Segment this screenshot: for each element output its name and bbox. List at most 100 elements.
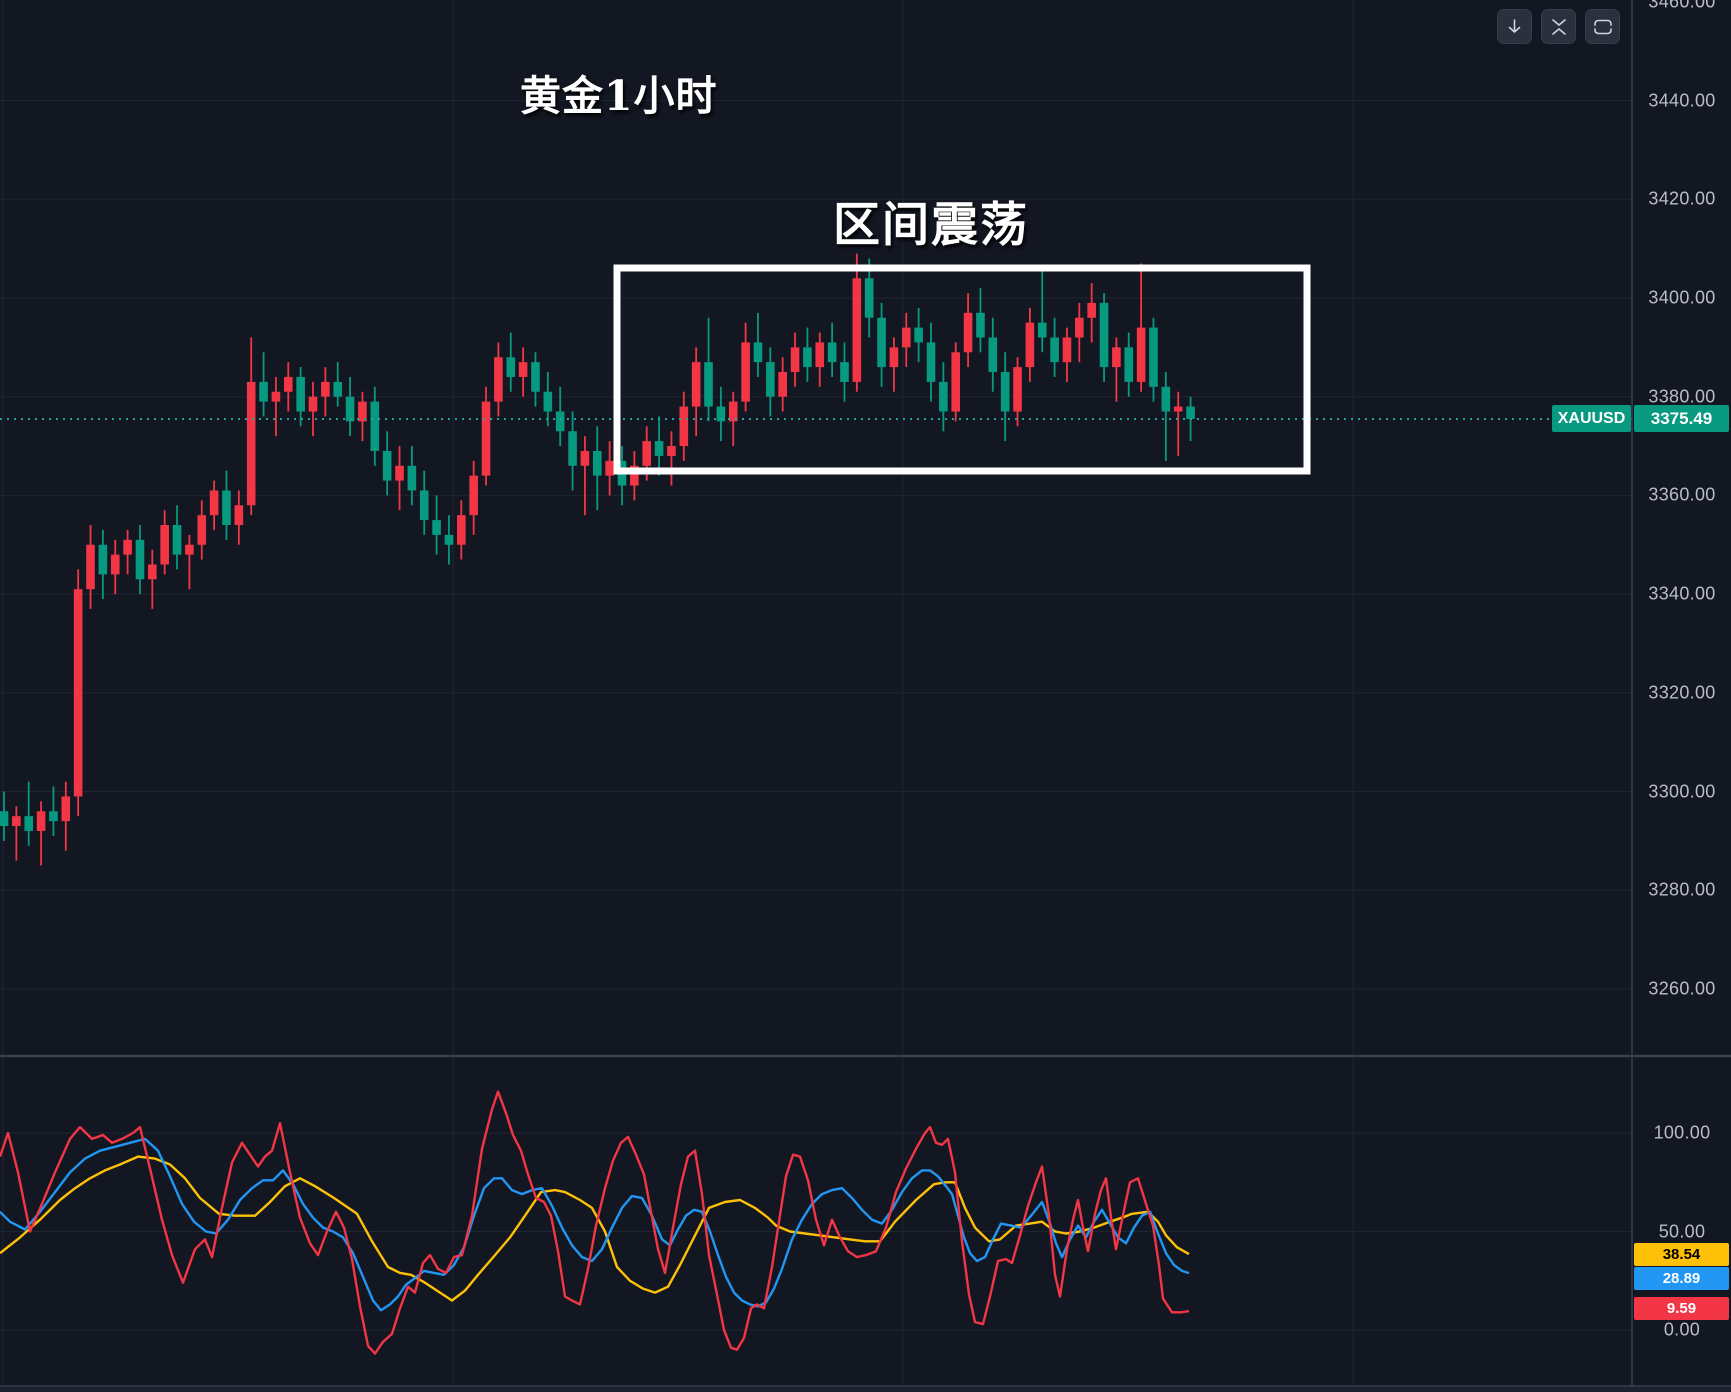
- candle: [148, 549, 157, 609]
- candle: [506, 332, 516, 392]
- candle: [1161, 372, 1171, 461]
- candle: [555, 386, 565, 447]
- candle: [815, 332, 825, 387]
- candle: [1037, 268, 1047, 353]
- candle: [592, 426, 602, 511]
- candle: [704, 317, 713, 422]
- candle: [345, 376, 355, 437]
- frame-icon: [1593, 18, 1613, 36]
- candle: [358, 391, 367, 442]
- candle: [24, 781, 34, 846]
- candle: [691, 347, 701, 437]
- candle: [580, 436, 590, 516]
- scroll-to-recent-button[interactable]: [1497, 9, 1532, 44]
- kdj-indicator: [0, 1090, 1190, 1355]
- collapse-icon: [1551, 18, 1567, 36]
- candle: [12, 806, 21, 861]
- maximize-pane-button[interactable]: [1585, 9, 1620, 44]
- candle: [1136, 263, 1146, 392]
- indicator-axis-label: 0.00: [1663, 1319, 1701, 1340]
- candle: [531, 352, 540, 407]
- candle: [827, 322, 837, 377]
- candle: [135, 525, 145, 595]
- price-axis-label: 3340.00: [1648, 583, 1716, 604]
- price-axis-label: 3260.00: [1648, 978, 1716, 999]
- chart-toolbar: [1497, 9, 1620, 44]
- price-axis-label: 3380.00: [1648, 386, 1716, 407]
- candle: [296, 367, 305, 427]
- candle: [716, 386, 726, 442]
- candle: [271, 376, 281, 437]
- candle: [370, 386, 380, 466]
- candle: [1013, 357, 1022, 427]
- candle: [741, 322, 750, 412]
- candle: [914, 307, 923, 363]
- candle: [1050, 317, 1059, 377]
- candle: [0, 791, 9, 841]
- chart-title-drawing[interactable]: 黄金1小时: [520, 72, 718, 120]
- price-axis-label: 3400.00: [1648, 287, 1716, 308]
- indicator-axis-label: 50.00: [1658, 1221, 1706, 1241]
- candle: [1149, 317, 1158, 402]
- candle: [444, 515, 454, 565]
- candle: [976, 288, 985, 353]
- candle: [222, 470, 231, 540]
- price-axis-label: 3420.00: [1648, 188, 1716, 209]
- candle: [1062, 327, 1072, 382]
- candle: [667, 431, 676, 486]
- candle: [1087, 283, 1096, 343]
- candle: [98, 529, 108, 600]
- candle: [308, 381, 318, 437]
- price-axis-label: 3300.00: [1648, 781, 1716, 801]
- candle: [321, 367, 330, 417]
- candle: [901, 312, 911, 368]
- candle: [728, 391, 738, 447]
- arrow-down-icon: [1506, 18, 1523, 35]
- candle: [61, 781, 71, 851]
- price-axis-label: 3280.00: [1648, 879, 1716, 900]
- candle: [49, 786, 58, 836]
- candle: [1075, 302, 1084, 363]
- price-axis-label: 3440.00: [1648, 90, 1716, 111]
- candle: [494, 342, 503, 417]
- candle: [988, 317, 998, 392]
- candle: [407, 446, 417, 506]
- candle: [840, 342, 849, 402]
- candle: [939, 362, 948, 432]
- candle: [469, 460, 478, 535]
- range-annotation-text[interactable]: 区间震荡: [833, 198, 1029, 253]
- time-axis-strip[interactable]: [0, 1387, 1731, 1392]
- candle: [1112, 337, 1121, 402]
- range-box-drawing[interactable]: [613, 264, 1311, 475]
- candle: [951, 342, 961, 422]
- candle: [864, 258, 874, 338]
- candle: [123, 529, 132, 575]
- candle: [382, 431, 392, 496]
- candle: [209, 480, 219, 530]
- kdj-j-line: [0, 1090, 1190, 1355]
- candle: [36, 801, 46, 866]
- candle: [630, 450, 639, 501]
- candle: [419, 470, 429, 535]
- candle: [1099, 293, 1109, 382]
- price-axis-label: 3320.00: [1648, 682, 1716, 703]
- kdj-d-line: [0, 1155, 1190, 1302]
- candle: [963, 293, 973, 368]
- candle: [457, 500, 466, 560]
- candle: [246, 337, 256, 516]
- candle: [1025, 307, 1035, 382]
- candle: [73, 569, 83, 817]
- candle: [86, 525, 95, 609]
- candle: [481, 386, 491, 486]
- candle: [283, 362, 293, 412]
- candle: [605, 441, 614, 496]
- candle: [753, 312, 763, 377]
- candle: [1000, 352, 1010, 442]
- collapse-pane-button[interactable]: [1541, 9, 1576, 44]
- candle: [259, 352, 268, 417]
- candle: [877, 302, 886, 387]
- candle: [654, 416, 664, 476]
- candle: [1173, 391, 1183, 456]
